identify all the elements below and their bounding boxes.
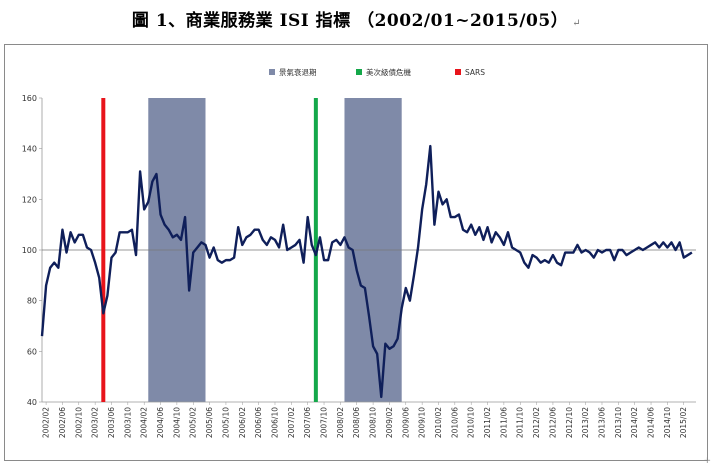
x-tick-label: 2002/06	[58, 407, 67, 438]
x-tick-label: 2002/02	[42, 407, 51, 438]
x-tick-label: 2014/06	[647, 407, 656, 438]
x-tick-label: 2009/06	[401, 407, 410, 438]
x-tick-label: 2007/06	[303, 407, 312, 438]
x-tick-label: 2015/02	[679, 407, 688, 438]
y-tick-label: 100	[22, 246, 37, 255]
y-tick-label: 60	[27, 347, 37, 356]
legend-swatch	[455, 69, 461, 75]
y-tick-label: 80	[27, 297, 37, 306]
x-tick-label: 2013/10	[614, 407, 623, 438]
legend-label: 美次級債危機	[366, 67, 411, 77]
x-tick-label: 2011/02	[483, 407, 492, 438]
x-tick-label: 2007/02	[287, 407, 296, 438]
isi-line-chart: 40 60 80 100 120 140 160 2002/02 2002/06 2002/10 2…	[22, 67, 696, 438]
x-tick-label: 2008/02	[336, 407, 345, 438]
x-tick-label: 2012/06	[548, 407, 557, 438]
x-tick-label: 2010/10	[467, 407, 476, 438]
isi-series-line	[40, 144, 693, 399]
x-tick-label: 2009/02	[385, 407, 394, 438]
legend-label: 景氣衰退期	[279, 67, 317, 77]
x-tick-label: 2007/10	[320, 407, 329, 438]
x-tick-label: 2006/02	[238, 407, 247, 438]
y-tick-label: 40	[27, 398, 37, 407]
x-tick-label: 2008/06	[352, 407, 361, 438]
x-tick-label: 2004/10	[172, 407, 181, 438]
x-tick-label: 2002/10	[74, 407, 83, 438]
x-tick-label: 2013/06	[597, 407, 606, 438]
x-tick-label: 2010/06	[450, 407, 459, 438]
x-tick-label: 2005/02	[189, 407, 198, 438]
x-tick-label: 2008/10	[369, 407, 378, 438]
x-tick-label: 2009/10	[418, 407, 427, 438]
x-tick-label: 2011/10	[516, 407, 525, 438]
x-tick-label: 2005/10	[221, 407, 230, 438]
page-corner-mark: +	[703, 456, 711, 466]
x-tick-label: 2010/02	[434, 407, 443, 438]
x-tick-label: 2003/02	[91, 407, 100, 438]
x-tick-label: 2014/02	[630, 407, 639, 438]
paragraph-mark-icon: ↵	[572, 18, 582, 29]
x-tick-label: 2004/02	[140, 407, 149, 438]
y-tick-label: 120	[22, 195, 37, 204]
x-tick-label: 2003/10	[123, 407, 132, 438]
document-title: 圖 1、商業服務業 ISI 指標 （2002/01~2015/05） ↵	[0, 6, 713, 31]
x-tick-label: 2004/06	[156, 407, 165, 438]
y-tick-label: 140	[22, 145, 37, 154]
x-tick-label: 2006/06	[254, 407, 263, 438]
x-tick-label: 2012/10	[565, 407, 574, 438]
y-tick-label: 160	[22, 94, 37, 103]
document-title-text: 圖 1、商業服務業 ISI 指標 （2002/01~2015/05）	[131, 11, 569, 31]
x-tick-label: 2013/02	[581, 407, 590, 438]
x-tick-label: 2014/10	[663, 407, 672, 438]
x-tick-label: 2005/06	[205, 407, 214, 438]
legend-swatch	[269, 69, 275, 75]
x-tick-label: 2006/10	[270, 407, 279, 438]
x-tick-label: 2011/06	[499, 407, 508, 438]
x-tick-label: 2012/02	[532, 407, 541, 438]
legend-swatch	[356, 69, 362, 75]
x-tick-label: 2003/06	[107, 407, 116, 438]
chart-frame: 40 60 80 100 120 140 160 2002/02 2002/06 2002/10 2…	[4, 44, 708, 461]
legend-label: SARS	[465, 68, 485, 77]
